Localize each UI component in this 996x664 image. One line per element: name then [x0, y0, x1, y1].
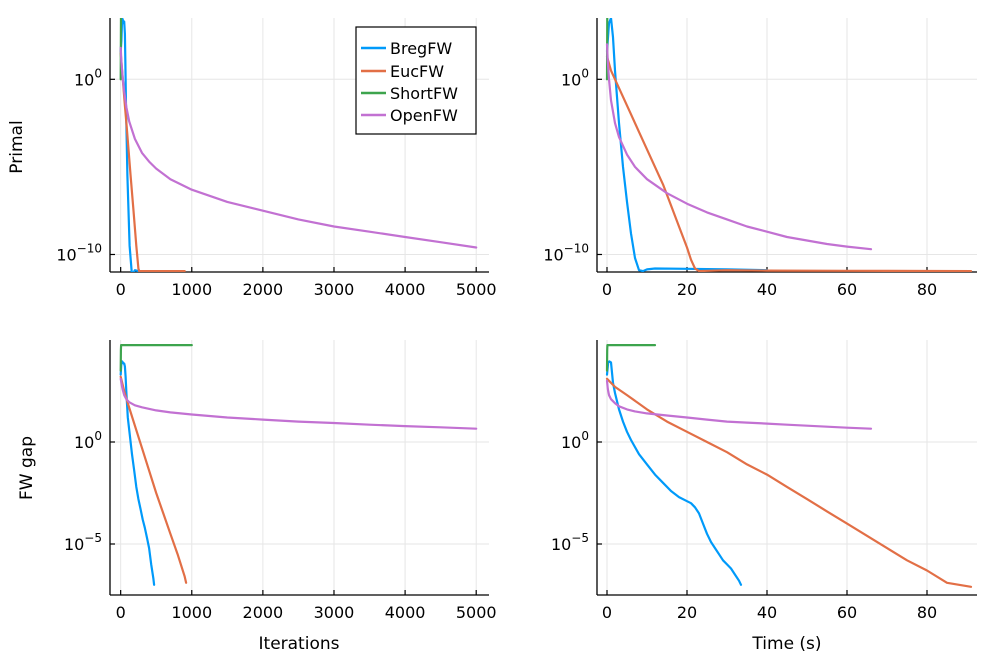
series-line-shortfw [119, 18, 123, 81]
legend-entry-openfw: OpenFW [361, 106, 458, 125]
y-tick-exponent: 0 [94, 429, 102, 443]
x-tick-label: 0 [116, 603, 126, 622]
y-tick-exponent: 0 [94, 66, 102, 80]
legend-label-eucfw: EucFW [390, 62, 444, 81]
x-tick-label: 40 [757, 280, 777, 299]
series-group [605, 18, 973, 272]
x-tick-label: 1000 [171, 280, 212, 299]
x-tick-label: 4000 [385, 280, 426, 299]
series-line-openfw [605, 379, 873, 430]
series-line-bregfw [605, 18, 769, 272]
series-line-bregfw [119, 360, 156, 586]
x-tick-label: 40 [757, 603, 777, 622]
legend-label-bregfw: BregFW [390, 39, 452, 58]
series-group [605, 344, 973, 588]
y-tick-label: 100 [74, 66, 102, 89]
series-line-shortfw [605, 18, 609, 81]
series-line-eucfw [605, 377, 973, 588]
y-tick-mantissa: 10 [74, 433, 94, 452]
x-tick-label: 60 [837, 603, 857, 622]
y-tick-label: 10−10 [543, 241, 589, 264]
y-tick-label: 10−5 [551, 531, 589, 554]
y-tick-label: 100 [74, 429, 102, 452]
x-tick-label: 80 [917, 280, 937, 299]
x-tick-label: 2000 [243, 280, 284, 299]
x-tick-label: 20 [677, 603, 697, 622]
series-group [119, 344, 478, 586]
series-line-openfw [119, 377, 478, 430]
legend-entry-eucfw: EucFW [361, 62, 444, 81]
x-tick-label: 80 [917, 603, 937, 622]
ylabel-fwgap: FW gap [17, 436, 37, 500]
series-line-bregfw [605, 360, 743, 586]
y-tick-exponent: 0 [581, 66, 589, 80]
x-tick-label: 4000 [385, 603, 426, 622]
series-line-openfw [605, 43, 873, 251]
legend: BregFW EucFW ShortFW OpenFW [355, 26, 477, 135]
series-line-bregfw [119, 18, 140, 272]
y-tick-mantissa: 10 [74, 70, 94, 89]
x-tick-label: 3000 [314, 603, 355, 622]
legend-label-openfw: OpenFW [390, 106, 458, 125]
x-tick-label: 20 [677, 280, 697, 299]
legend-label-shortfw: ShortFW [390, 84, 458, 103]
y-tick-exponent: −10 [77, 241, 102, 255]
x-tick-label: 0 [116, 280, 126, 299]
y-tick-label: 10−5 [64, 531, 102, 554]
xlabel-time: Time (s) [751, 634, 821, 654]
series-line-shortfw [119, 344, 193, 372]
x-tick-label: 0 [602, 603, 612, 622]
y-tick-exponent: −10 [564, 241, 589, 255]
series-group [119, 18, 478, 272]
x-tick-label: 0 [602, 280, 612, 299]
y-tick-label: 100 [561, 66, 589, 89]
legend-entry-shortfw: ShortFW [361, 84, 458, 103]
x-tick-label: 2000 [243, 603, 284, 622]
y-tick-exponent: −5 [571, 531, 589, 545]
x-tick-label: 1000 [171, 603, 212, 622]
y-tick-exponent: 0 [581, 429, 589, 443]
xlabel-iterations: Iterations [259, 634, 340, 654]
series-line-shortfw [605, 344, 657, 372]
y-tick-mantissa: 10 [551, 535, 571, 554]
ylabel-primal: Primal [7, 120, 27, 173]
y-tick-mantissa: 10 [561, 433, 581, 452]
y-tick-label: 10−10 [56, 241, 102, 264]
x-tick-label: 5000 [456, 280, 497, 299]
y-tick-label: 100 [561, 429, 589, 452]
x-tick-label: 3000 [314, 280, 355, 299]
y-tick-mantissa: 10 [543, 245, 563, 264]
y-tick-mantissa: 10 [64, 535, 84, 554]
series-line-eucfw [605, 55, 973, 272]
legend-entry-bregfw: BregFW [361, 39, 452, 58]
y-tick-mantissa: 10 [56, 245, 76, 264]
x-tick-label: 60 [837, 280, 857, 299]
y-tick-mantissa: 10 [561, 70, 581, 89]
x-tick-label: 5000 [456, 603, 497, 622]
series-line-openfw [119, 46, 478, 249]
series-line-eucfw [119, 375, 188, 584]
y-tick-exponent: −5 [84, 531, 102, 545]
